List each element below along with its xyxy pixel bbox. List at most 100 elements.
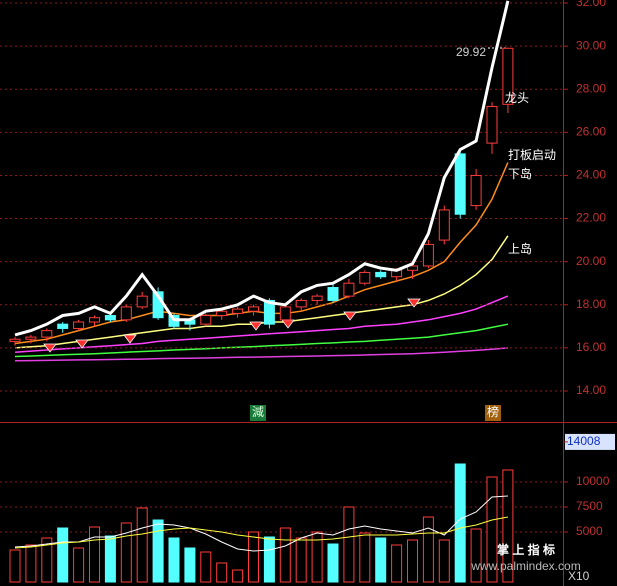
signal xyxy=(123,334,137,344)
volume-bar xyxy=(422,516,434,583)
marker-text: 減 xyxy=(252,404,264,419)
candle-body xyxy=(375,271,387,278)
volume-bar xyxy=(57,527,69,583)
volume-bar xyxy=(311,531,323,583)
signal xyxy=(281,319,295,329)
y-tick-label: 5000 xyxy=(576,524,603,538)
signal xyxy=(43,343,57,353)
y-tick-label: 30.00 xyxy=(576,38,606,52)
y-tick-label: 10000 xyxy=(576,474,610,488)
candle-body xyxy=(438,209,450,241)
candle-body xyxy=(216,310,228,317)
annotation: 下岛 xyxy=(508,166,532,181)
volume-ma xyxy=(14,516,508,549)
volume-bar xyxy=(184,547,196,583)
volume-bar xyxy=(152,519,164,583)
overlay-line xyxy=(14,295,509,353)
volume-bar xyxy=(391,544,403,583)
candle-body xyxy=(279,306,291,321)
signal xyxy=(407,298,421,308)
annotation: 龙头 xyxy=(505,91,529,105)
volume-bar xyxy=(470,528,482,583)
y-tick-label: 26.00 xyxy=(576,125,606,139)
overlay-line xyxy=(14,162,509,345)
volume-bar xyxy=(502,469,514,583)
candle-body xyxy=(41,330,53,338)
volume-bar xyxy=(9,549,21,583)
volume-bar xyxy=(263,536,275,583)
y-tick-label: 14008 xyxy=(567,434,601,448)
volume-bar xyxy=(216,562,228,583)
y-tick-label: 14.00 xyxy=(576,383,606,397)
candle-body xyxy=(232,308,244,314)
y-tick-label: 24.00 xyxy=(576,168,606,182)
volume-bar xyxy=(375,537,387,583)
volume-bar xyxy=(73,547,85,583)
y-tick-label: 18.00 xyxy=(576,297,606,311)
marker-text: 榜 xyxy=(487,404,499,419)
y-tick-label: 7500 xyxy=(576,499,603,513)
annotation: 上岛 xyxy=(508,241,532,256)
y-tick-label: 16.00 xyxy=(576,340,606,354)
candle-body xyxy=(343,282,355,297)
watermark-title: 掌 上 指 标 xyxy=(497,542,555,557)
candle-body xyxy=(89,317,100,323)
overlay-line xyxy=(14,323,509,358)
marker-box xyxy=(250,405,266,421)
y-tick-label: 32.00 xyxy=(576,0,606,9)
candle-body xyxy=(120,306,132,321)
volume-bar xyxy=(41,537,53,583)
volume-bar xyxy=(327,543,339,583)
candle-body xyxy=(248,306,259,312)
y-tick-label: 28.00 xyxy=(576,81,606,95)
volume-bar xyxy=(248,531,259,583)
signal-markers xyxy=(43,298,421,353)
candle-body xyxy=(25,336,37,340)
volume-bar xyxy=(279,527,291,583)
volume-bar xyxy=(232,569,244,583)
volume-bar xyxy=(25,544,37,583)
candle-body xyxy=(407,265,418,271)
signal xyxy=(249,321,263,331)
annotation: 打板启动 xyxy=(508,148,556,162)
volume-bar xyxy=(343,506,355,583)
y-tick-label: 22.00 xyxy=(576,211,606,225)
candle-body xyxy=(295,299,307,308)
volume-bar xyxy=(200,551,212,583)
candle-body xyxy=(422,243,434,267)
candle-body xyxy=(136,295,148,308)
volume-bar xyxy=(89,526,100,583)
peak-label: 29.92 xyxy=(456,45,486,59)
volume-bar xyxy=(407,539,418,583)
candle-body xyxy=(57,323,69,329)
candle-body xyxy=(311,295,323,301)
volume-bar xyxy=(486,476,498,583)
overlay-line xyxy=(14,0,510,337)
volume-bar xyxy=(168,537,180,583)
y-tick-label: 20.00 xyxy=(576,254,606,268)
volume-ma xyxy=(14,495,508,552)
volume-bar xyxy=(438,539,450,583)
candle-body xyxy=(327,287,339,301)
candle-body xyxy=(359,271,371,284)
tick-highlight xyxy=(565,433,615,450)
volume-bar xyxy=(454,463,466,583)
volume-bar xyxy=(104,535,116,583)
candle-body xyxy=(9,338,21,342)
candle-body xyxy=(486,105,498,144)
volume-bar xyxy=(359,532,371,583)
volume-unit: X10 xyxy=(568,569,590,583)
overlay-line xyxy=(14,347,508,362)
candle-body xyxy=(454,153,466,215)
candle-body xyxy=(502,47,514,105)
marker-box xyxy=(485,405,501,421)
volume-bar xyxy=(120,522,132,583)
overlay-line xyxy=(14,235,509,349)
candle-body xyxy=(200,315,212,325)
candle-body xyxy=(263,299,275,325)
signal xyxy=(75,339,89,349)
volume-bar xyxy=(136,507,148,583)
candle-body xyxy=(73,321,85,329)
candle-body xyxy=(104,315,116,321)
